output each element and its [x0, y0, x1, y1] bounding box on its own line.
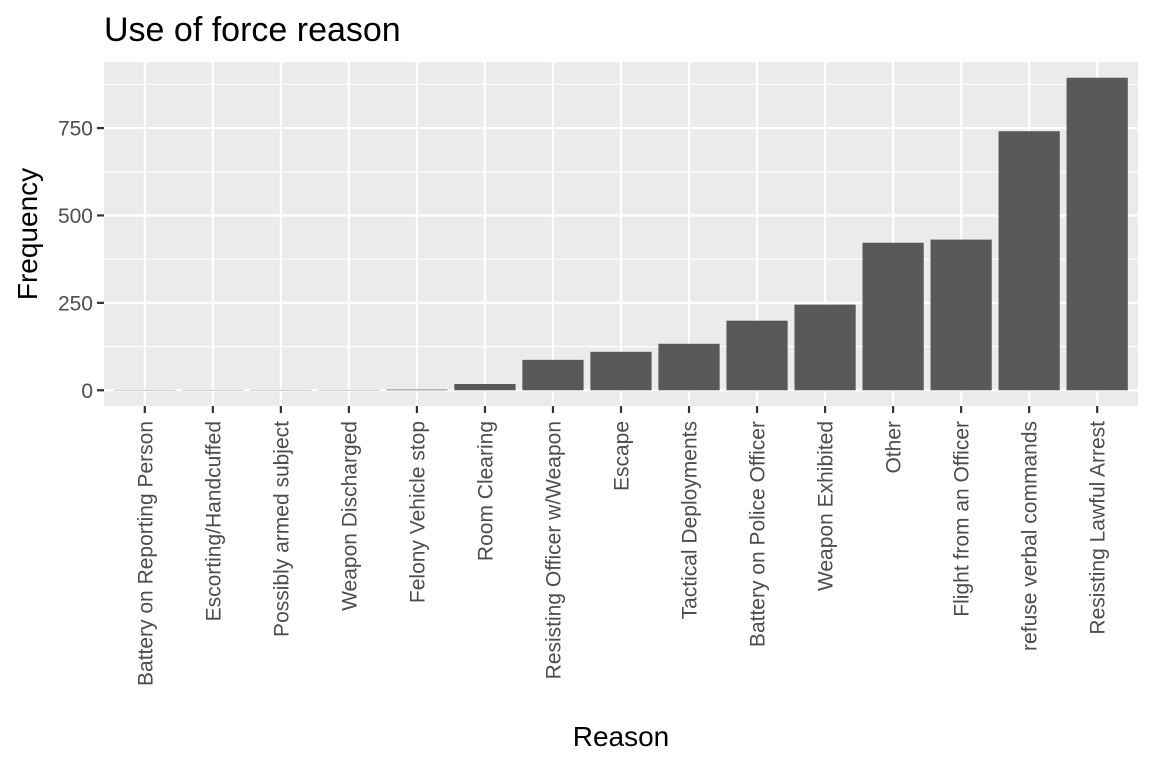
y-tick-label: 250	[58, 292, 93, 315]
chart-title: Use of force reason	[104, 11, 401, 49]
bar	[1067, 78, 1128, 391]
y-axis: 0 250 500 750	[58, 118, 104, 403]
bar	[794, 305, 855, 391]
x-axis: Battery on Reporting Person Escorting/Han…	[134, 406, 1109, 686]
x-tick-label: Weapon Discharged	[338, 421, 361, 611]
bar	[590, 352, 651, 390]
bar	[931, 240, 992, 391]
y-tick-label: 500	[58, 205, 93, 228]
x-axis-title: Reason	[573, 721, 670, 752]
x-tick-label: refuse verbal commands	[1019, 421, 1042, 651]
x-tick-label: Other	[883, 421, 906, 474]
bar	[862, 243, 923, 391]
x-tick-label: Escape	[611, 421, 634, 491]
x-tick-label: Escorting/Handcuffed	[202, 421, 225, 621]
bar	[658, 344, 719, 390]
bar	[386, 390, 447, 391]
y-tick-label: 750	[58, 118, 93, 141]
bar	[726, 321, 787, 391]
x-tick-label: Resisting Lawful Arrest	[1087, 421, 1110, 635]
x-tick-label: Felony Vehicle stop	[406, 421, 429, 603]
x-tick-label: Possibly armed subject	[270, 421, 293, 637]
y-axis-title: Frequency	[12, 168, 43, 300]
bar	[454, 384, 515, 390]
bar	[999, 131, 1060, 390]
x-tick-label: Flight from an Officer	[951, 421, 974, 617]
x-tick-label: Weapon Exhibited	[815, 421, 838, 591]
x-tick-label: Battery on Reporting Person	[134, 421, 157, 686]
x-tick-label: Room Clearing	[474, 421, 497, 561]
bar	[522, 360, 583, 390]
x-tick-label: Tactical Deployments	[679, 421, 702, 619]
y-tick-label: 0	[81, 380, 93, 403]
x-tick-label: Resisting Officer w/Weapon	[542, 421, 565, 679]
x-tick-label: Battery on Police Officer	[747, 421, 770, 647]
